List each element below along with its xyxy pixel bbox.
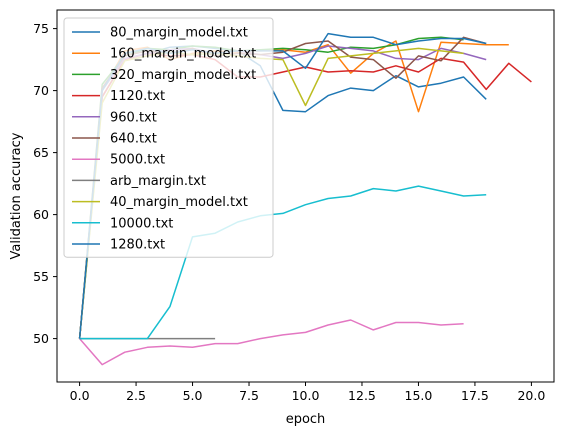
legend-entry-5: 640.txt [110, 132, 157, 147]
y-tick-label: 55 [33, 269, 49, 284]
x-tick-label: 12.5 [348, 388, 376, 403]
legend-entry-9: 10000.txt [110, 216, 173, 231]
x-tick-label: 0.0 [70, 388, 90, 403]
y-tick-label: 50 [33, 331, 49, 346]
x-axis: 0.0 2.5 5.0 7.5 10.0 12.5 15.0 17.5 20.0 [70, 382, 545, 403]
x-tick-label: 10.0 [292, 388, 320, 403]
series-line-6 [79, 319, 464, 366]
legend-entry-1: 160_margin_model.txt [110, 47, 256, 62]
x-tick-label: 2.5 [126, 388, 146, 403]
x-tick-label: 15.0 [405, 388, 433, 403]
legend-entry-2: 320_margin_model.txt [110, 68, 256, 83]
y-axis-label: Validation accuracy [9, 132, 24, 259]
legend: 80_margin_model.txt 160_margin_model.txt 3… [63, 17, 274, 258]
legend-entry-8: 40_margin_model.txt [110, 195, 248, 210]
y-tick-label: 75 [33, 21, 49, 36]
legend-box [63, 17, 274, 258]
x-tick-label: 5.0 [183, 388, 203, 403]
legend-entry-10: 1280.txt [110, 238, 165, 253]
legend-entry-3: 1120.txt [110, 89, 165, 104]
x-tick-label: 7.5 [239, 388, 259, 403]
legend-entry-4: 960.txt [110, 110, 157, 125]
y-tick-label: 60 [33, 207, 49, 222]
x-tick-label: 20.0 [517, 388, 545, 403]
x-axis-label: epoch [286, 412, 326, 427]
y-axis: 50 55 60 65 70 75 [33, 21, 57, 346]
y-tick-label: 65 [33, 145, 49, 160]
legend-entry-0: 80_margin_model.txt [110, 26, 248, 41]
y-tick-label: 70 [33, 83, 49, 98]
legend-entry-7: arb_margin.txt [110, 174, 206, 189]
legend-entry-6: 5000.txt [110, 153, 165, 168]
series-line-9 [79, 185, 487, 340]
x-tick-label: 17.5 [461, 388, 489, 403]
